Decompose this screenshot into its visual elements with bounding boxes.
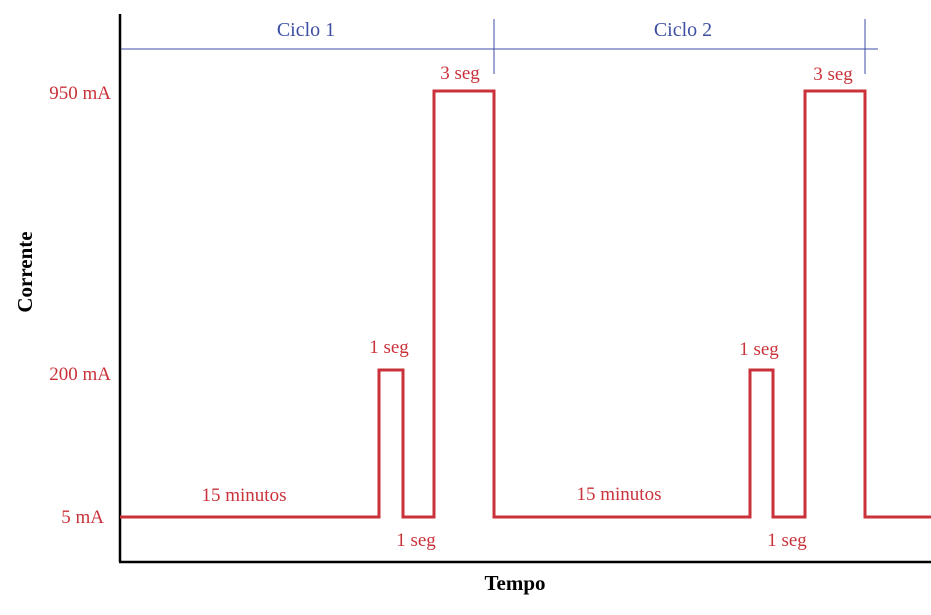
y-tick-label-950ma: 950 mA (49, 83, 111, 104)
annotation-gap-cycle-1: 1 seg (396, 530, 436, 551)
y-axis-title: Corrente (13, 231, 37, 312)
current-waveform (120, 89, 931, 519)
cycle-label-1: Ciclo 1 (277, 19, 335, 41)
y-tick-label-200ma: 200 mA (49, 364, 111, 385)
y-tick-label-5ma: 5 mA (61, 507, 104, 528)
annotation-rest-cycle-2: 15 minutos (577, 484, 662, 505)
x-axis-title: Tempo (484, 571, 545, 595)
annotation-large-pulse-cycle-1: 3 seg (440, 63, 480, 84)
annotation-gap-cycle-2: 1 seg (767, 530, 807, 551)
cycle-label-2: Ciclo 2 (654, 19, 712, 41)
annotation-large-pulse-cycle-2: 3 seg (813, 64, 853, 85)
annotation-small-pulse-cycle-1: 1 seg (369, 337, 409, 358)
annotation-small-pulse-cycle-2: 1 seg (739, 339, 779, 360)
annotation-rest-cycle-1: 15 minutos (202, 485, 287, 506)
